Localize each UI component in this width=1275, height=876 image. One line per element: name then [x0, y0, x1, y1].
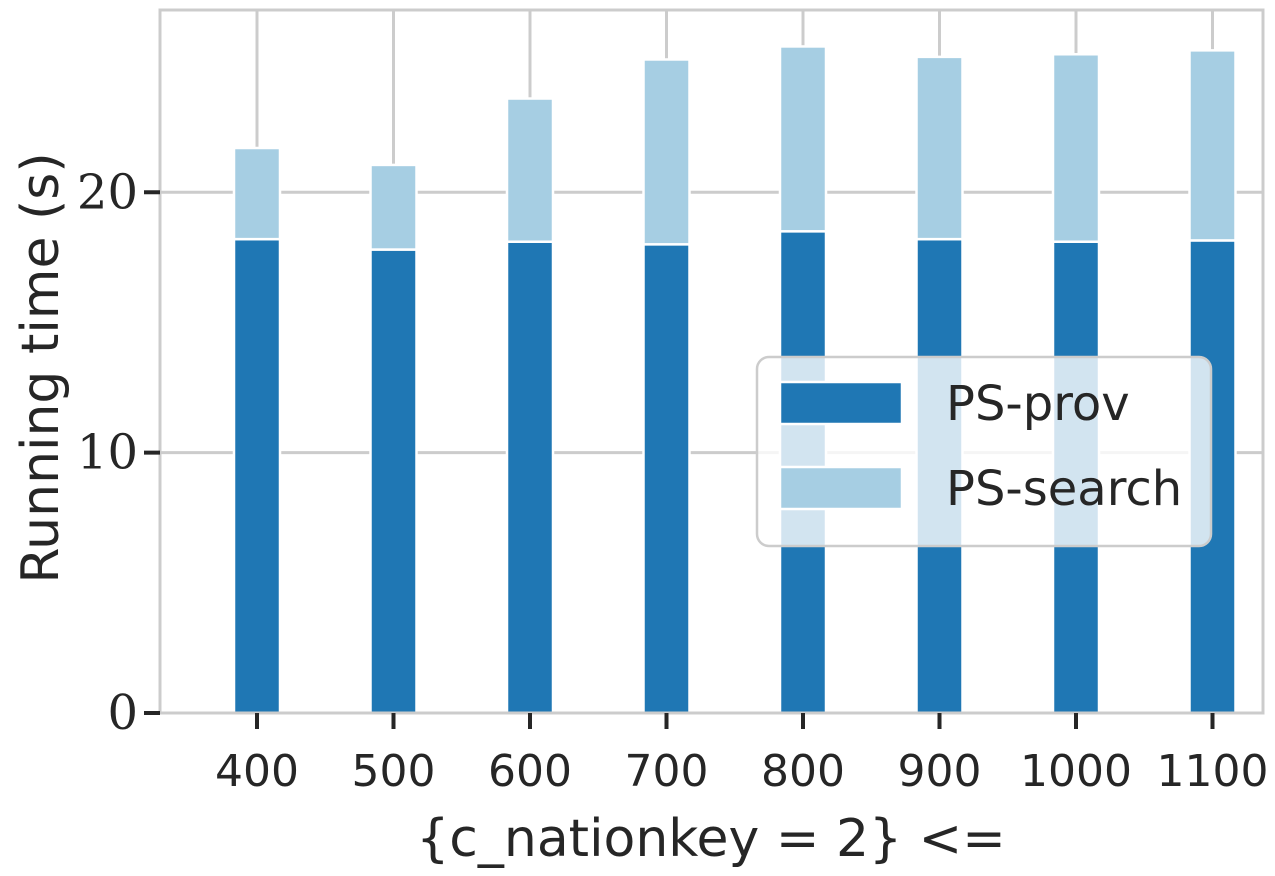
- x-tick-label: 700: [625, 746, 709, 797]
- bar-ps-search-700: [642, 58, 691, 246]
- y-tick-label: 20: [77, 164, 138, 220]
- x-tick-label: 900: [898, 746, 982, 797]
- x-ticks: 400 500 600 700 800 900 1000 1100: [215, 713, 1268, 797]
- x-tick-label: 1100: [1157, 746, 1269, 797]
- y-tick-label: 10: [77, 425, 138, 481]
- bar-ps-search-400: [232, 146, 282, 241]
- bar-ps-prov-700: [642, 243, 691, 715]
- bars: [232, 45, 1237, 715]
- bar-ps-search-900: [915, 55, 964, 241]
- legend-label-ps-prov: PS-prov: [946, 376, 1130, 432]
- x-tick-label: 400: [215, 746, 299, 797]
- bar-ps-prov-500: [369, 248, 418, 715]
- x-axis-label: {c_nationkey = 2} <=: [416, 809, 1006, 869]
- plot-frame: [158, 8, 1265, 715]
- legend-swatch-ps-search: [778, 465, 904, 511]
- bar-ps-search-1000: [1051, 53, 1101, 243]
- y-ticks: 0 10 20: [77, 164, 160, 741]
- legend-swatch-ps-prov: [778, 380, 904, 426]
- y-axis-label: Running time (s): [11, 152, 71, 583]
- legend-label-ps-search: PS-search: [946, 461, 1182, 517]
- bar-ps-prov-600: [505, 240, 555, 715]
- bar-ps-search-600: [505, 97, 555, 243]
- bar-ps-search-800: [778, 45, 828, 233]
- x-tick-label: 1000: [1020, 746, 1132, 797]
- x-tick-label: 600: [488, 746, 572, 797]
- x-tick-label: 500: [352, 746, 436, 797]
- bar-ps-search-500: [369, 163, 418, 251]
- legend: PS-prov PS-search: [755, 355, 1213, 548]
- bar-ps-search-1100: [1188, 49, 1237, 242]
- bar-ps-prov-400: [232, 237, 282, 715]
- y-tick-label: 0: [107, 685, 138, 741]
- x-tick-label: 800: [761, 746, 845, 797]
